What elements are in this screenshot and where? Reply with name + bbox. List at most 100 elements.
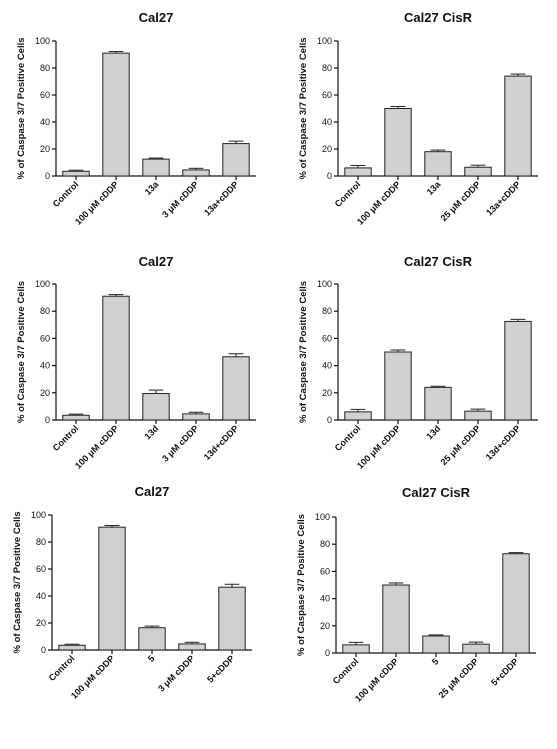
chart-panel-5: Cal27 % of Caspase 3/7 Positive Cells 0 20 4… bbox=[12, 484, 252, 701]
y-tick-label: 80 bbox=[40, 306, 50, 316]
error-bar-2 bbox=[388, 582, 404, 585]
chart-panel-4: Cal27 CisR % of Caspase 3/7 Positive Cell… bbox=[298, 254, 538, 471]
bar-4 bbox=[464, 166, 492, 177]
bar-2 bbox=[102, 295, 130, 421]
y-tick-label: 100 bbox=[317, 36, 332, 46]
bar-1 bbox=[58, 644, 86, 651]
error-bar-1 bbox=[64, 643, 80, 646]
bar-2 bbox=[384, 351, 412, 421]
error-bar-2 bbox=[108, 51, 124, 54]
error-bar-3 bbox=[144, 625, 160, 628]
bar-3 bbox=[142, 158, 170, 177]
y-tick-label: 0 bbox=[45, 171, 50, 181]
error-bar-4 bbox=[470, 408, 486, 412]
error-bar-5 bbox=[510, 73, 526, 77]
chart-panel-2: Cal27 CisR % of Caspase 3/7 Positive Cell… bbox=[298, 10, 538, 227]
error-bar-1 bbox=[68, 169, 84, 172]
y-tick-label: 40 bbox=[322, 361, 332, 371]
x-tick-label: Control bbox=[333, 179, 363, 209]
error-bar-5 bbox=[508, 552, 524, 554]
bar-1 bbox=[62, 414, 90, 421]
x-tick-label: 13d bbox=[142, 423, 160, 441]
error-bar-5 bbox=[224, 583, 240, 588]
x-tick-label: 5 bbox=[146, 653, 157, 664]
y-tick-label: 0 bbox=[45, 415, 50, 425]
error-bar-2 bbox=[390, 105, 406, 109]
error-bar-2 bbox=[390, 349, 406, 352]
bar-5 bbox=[502, 553, 530, 654]
chart-title: Cal27 bbox=[139, 254, 174, 269]
error-bar-3 bbox=[428, 634, 444, 636]
y-axis-label: % of Caspase 3/7 Positive Cells bbox=[12, 511, 23, 653]
y-tick-label: 100 bbox=[315, 512, 330, 522]
error-bar-3 bbox=[430, 149, 446, 152]
error-bar-3 bbox=[148, 157, 164, 160]
bar-2 bbox=[102, 52, 130, 177]
x-tick-label: 3 μM cDDP bbox=[160, 179, 200, 219]
error-bar-5 bbox=[510, 318, 526, 322]
error-bar-1 bbox=[68, 413, 84, 416]
bar-4 bbox=[464, 410, 492, 421]
bar-5 bbox=[504, 320, 532, 421]
y-tick-label: 100 bbox=[35, 36, 50, 46]
y-tick-label: 60 bbox=[322, 333, 332, 343]
y-tick-label: 20 bbox=[36, 618, 46, 628]
y-tick-label: 40 bbox=[322, 117, 332, 127]
error-bar-4 bbox=[470, 164, 486, 168]
y-tick-label: 60 bbox=[322, 90, 332, 100]
bar-3 bbox=[138, 627, 166, 651]
bar-3 bbox=[424, 151, 452, 177]
error-bar-1 bbox=[350, 408, 366, 412]
bar-1 bbox=[342, 644, 370, 654]
y-axis-label: % of Caspase 3/7 Positive Cells bbox=[298, 281, 309, 423]
y-tick-label: 100 bbox=[31, 510, 46, 520]
y-tick-label: 80 bbox=[320, 539, 330, 549]
y-tick-label: 40 bbox=[40, 361, 50, 371]
y-tick-label: 0 bbox=[327, 415, 332, 425]
x-tick-label: Control bbox=[331, 656, 361, 686]
y-tick-label: 0 bbox=[41, 645, 46, 655]
y-tick-label: 60 bbox=[36, 564, 46, 574]
bar-3 bbox=[142, 392, 170, 421]
x-tick-label: 13d+cDDP bbox=[202, 423, 241, 462]
bar-5 bbox=[222, 356, 250, 421]
x-tick-label: 5+cDDP bbox=[489, 656, 520, 687]
x-tick-label: 5 bbox=[430, 656, 441, 667]
chart-title: Cal27 bbox=[135, 484, 170, 499]
y-axis-label: % of Caspase 3/7 Positive Cells bbox=[296, 514, 307, 656]
error-bar-4 bbox=[468, 641, 484, 645]
error-bar-1 bbox=[348, 641, 364, 645]
x-tick-label: 13d+cDDP bbox=[484, 423, 523, 462]
chart-title: Cal27 CisR bbox=[404, 254, 473, 269]
y-tick-label: 20 bbox=[320, 621, 330, 631]
chart-title: Cal27 bbox=[139, 10, 174, 25]
y-tick-label: 60 bbox=[40, 90, 50, 100]
x-tick-label: Control bbox=[333, 423, 363, 453]
y-tick-label: 20 bbox=[40, 388, 50, 398]
x-tick-label: 3 μM cDDP bbox=[156, 653, 196, 693]
bar-3 bbox=[424, 386, 452, 421]
error-bar-4 bbox=[184, 641, 200, 644]
y-tick-label: 40 bbox=[36, 591, 46, 601]
y-axis-label: % of Caspase 3/7 Positive Cells bbox=[16, 281, 27, 423]
x-tick-label: 5+cDDP bbox=[205, 653, 236, 684]
y-tick-label: 80 bbox=[322, 306, 332, 316]
bar-5 bbox=[222, 143, 250, 177]
bar-4 bbox=[462, 643, 490, 654]
error-bar-1 bbox=[350, 164, 366, 168]
y-axis-label: % of Caspase 3/7 Positive Cells bbox=[16, 37, 27, 179]
x-tick-label: 3 μM cDDP bbox=[160, 423, 200, 463]
bar-1 bbox=[344, 411, 372, 421]
bar-4 bbox=[182, 169, 210, 177]
y-tick-label: 40 bbox=[40, 117, 50, 127]
y-tick-label: 20 bbox=[322, 388, 332, 398]
error-bar-2 bbox=[108, 294, 124, 297]
y-tick-label: 80 bbox=[40, 63, 50, 73]
bar-1 bbox=[344, 167, 372, 177]
bar-5 bbox=[504, 75, 532, 177]
bar-5 bbox=[218, 586, 246, 651]
x-tick-label: 13a bbox=[143, 179, 161, 197]
y-tick-label: 80 bbox=[322, 63, 332, 73]
y-tick-label: 100 bbox=[317, 279, 332, 289]
